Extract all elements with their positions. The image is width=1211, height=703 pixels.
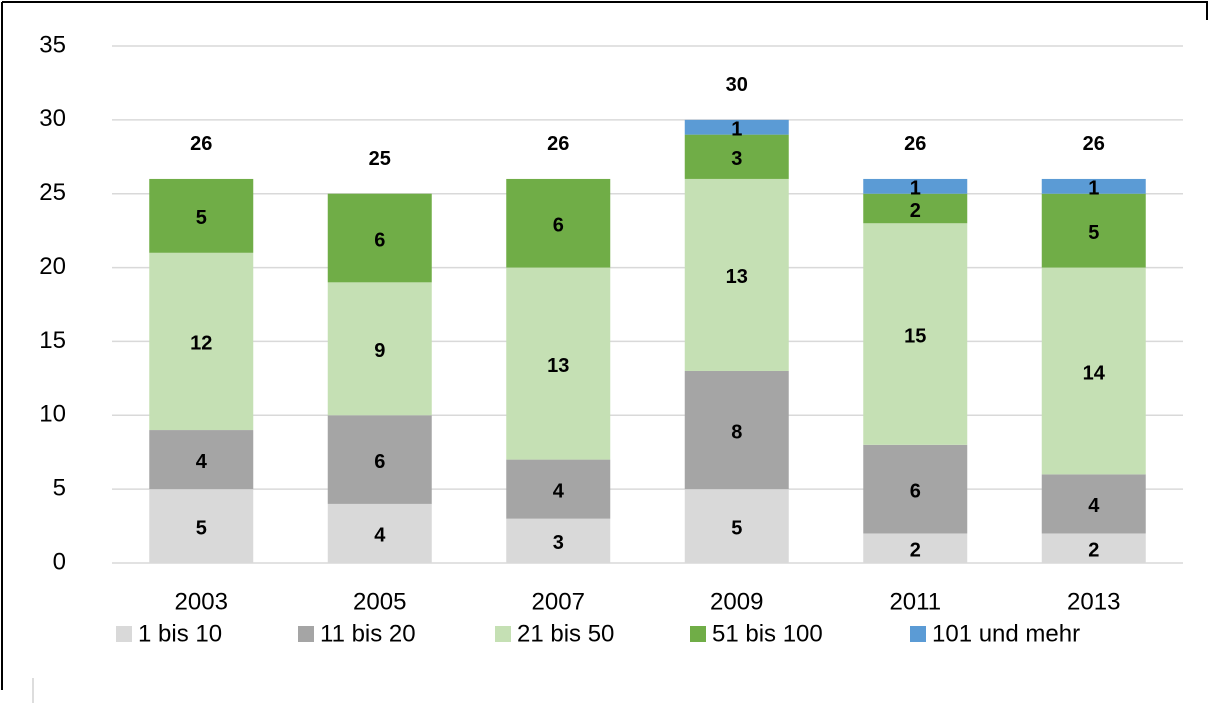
legend-swatch xyxy=(116,626,132,642)
data-label: 1 xyxy=(1088,178,1099,200)
bar-segment xyxy=(506,518,611,563)
bar-segment xyxy=(863,444,968,534)
bar-segment xyxy=(506,267,611,460)
data-label: 2 xyxy=(910,540,921,562)
data-label: 3 xyxy=(553,532,564,554)
y-tick-label: 25 xyxy=(39,179,66,206)
bar-segment xyxy=(327,415,432,504)
data-label: 5 xyxy=(196,517,207,539)
data-label: 13 xyxy=(726,266,748,288)
y-tick-label: 30 xyxy=(39,105,66,132)
legend-swatch xyxy=(298,626,314,642)
bar-segment xyxy=(149,430,254,490)
data-label: 6 xyxy=(553,215,564,237)
x-tick-label: 2005 xyxy=(353,588,406,615)
bar-segment xyxy=(684,489,789,563)
data-label: 1 xyxy=(731,119,742,141)
data-label: 6 xyxy=(374,229,385,251)
data-label: 1 xyxy=(910,178,921,200)
legend-swatch xyxy=(495,626,511,642)
data-label: 6 xyxy=(910,480,921,502)
data-label: 3 xyxy=(731,148,742,170)
bar-segment xyxy=(684,134,789,179)
data-label: 4 xyxy=(1088,495,1100,517)
data-label: 6 xyxy=(374,451,385,473)
bar-segment xyxy=(1041,474,1146,534)
legend-label: 101 und mehr xyxy=(932,620,1080,647)
data-label: 13 xyxy=(547,355,569,377)
bar-segment xyxy=(863,223,968,445)
x-tick-label: 2013 xyxy=(1067,588,1120,615)
bar-segment xyxy=(327,282,432,416)
x-tick-label: 2011 xyxy=(889,588,941,615)
bar-segment xyxy=(149,252,254,431)
data-label: 14 xyxy=(1083,362,1106,384)
data-label: 8 xyxy=(731,421,742,443)
data-label: 5 xyxy=(196,207,207,229)
bar-segment xyxy=(327,503,432,563)
data-label: 4 xyxy=(553,480,565,502)
y-tick-label: 35 xyxy=(39,31,66,58)
bar-segment xyxy=(863,193,968,224)
x-tick-label: 2009 xyxy=(710,588,763,615)
legend-swatch xyxy=(690,626,706,642)
bar-segment xyxy=(1041,533,1146,563)
total-label: 25 xyxy=(369,148,391,170)
total-label: 26 xyxy=(190,133,212,155)
legend-label: 11 bis 20 xyxy=(320,620,416,647)
bar-segment xyxy=(149,489,254,563)
bar-segment xyxy=(506,178,611,268)
total-label: 26 xyxy=(1083,133,1105,155)
data-label: 5 xyxy=(1088,222,1099,244)
total-label: 30 xyxy=(726,74,748,96)
bar-segment xyxy=(327,193,432,283)
data-label: 12 xyxy=(190,333,212,355)
bar-segment xyxy=(1041,178,1146,194)
legend-swatch xyxy=(910,626,926,642)
total-label: 26 xyxy=(547,133,569,155)
data-label: 15 xyxy=(904,325,926,347)
data-label: 2 xyxy=(910,200,921,222)
bar-segment xyxy=(684,370,789,490)
legend-label: 21 bis 50 xyxy=(517,620,614,647)
y-tick-label: 20 xyxy=(39,253,66,280)
data-label: 2 xyxy=(1088,540,1099,562)
total-label: 26 xyxy=(904,133,926,155)
bar-segment xyxy=(149,178,254,253)
bar-segment xyxy=(863,533,968,563)
legend-label: 51 bis 100 xyxy=(712,620,823,647)
bar-segment xyxy=(506,459,611,519)
data-label: 4 xyxy=(374,525,386,547)
x-tick-label: 2003 xyxy=(175,588,228,615)
bar-segment xyxy=(863,178,968,194)
bar-segment xyxy=(1041,267,1146,475)
x-tick-label: 2007 xyxy=(532,588,585,615)
y-tick-label: 15 xyxy=(39,327,66,354)
y-tick-label: 5 xyxy=(53,474,66,501)
bar-segment xyxy=(1041,193,1146,268)
data-label: 9 xyxy=(374,340,385,362)
data-label: 5 xyxy=(731,517,742,539)
y-tick-label: 0 xyxy=(53,548,66,575)
y-tick-label: 10 xyxy=(39,401,66,428)
legend-label: 1 bis 10 xyxy=(138,620,222,647)
bar-segment xyxy=(684,178,789,371)
data-label: 4 xyxy=(196,451,208,473)
bar-segment xyxy=(684,119,789,135)
